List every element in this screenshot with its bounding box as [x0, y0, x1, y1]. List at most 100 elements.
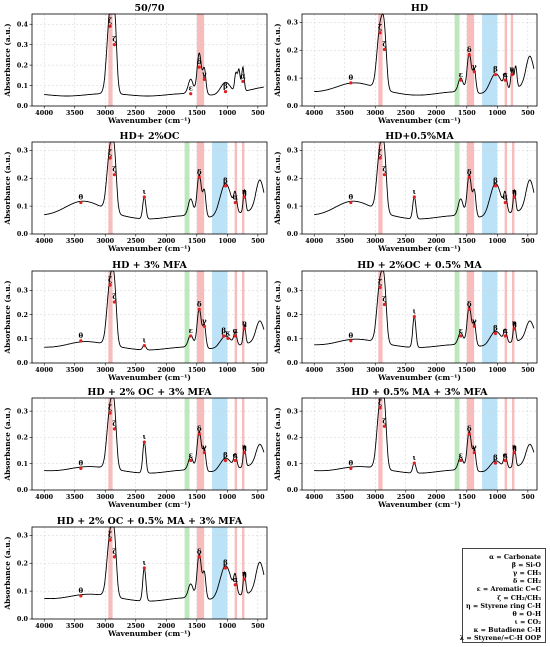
x-tick-label: 4000	[35, 622, 53, 630]
x-tick-label: 1500	[188, 237, 206, 245]
band	[504, 142, 508, 234]
x-tick-label: 2500	[127, 109, 145, 117]
x-tick-label: 2500	[127, 366, 145, 374]
peak-marker	[79, 339, 83, 343]
peak-marker	[202, 450, 206, 455]
peak-marker	[197, 307, 201, 311]
spectrum-line	[44, 13, 264, 97]
spectrum-line	[44, 141, 265, 220]
band	[454, 271, 460, 363]
x-tick-label: 3000	[96, 366, 114, 374]
y-tick-label: 0.4	[17, 20, 29, 28]
x-tick-label: 500	[521, 237, 535, 245]
peak-marker	[378, 156, 382, 160]
peak-label: ι	[413, 453, 417, 462]
x-tick-label: 3500	[336, 366, 354, 374]
peak-label: ε	[459, 70, 463, 79]
peak-marker	[378, 285, 382, 290]
panel-2: θ ζζ ε δγ βαη 4000 3500 3000 2500 2000 1500 1000 500…	[273, 3, 538, 125]
peak-label: θ	[78, 193, 83, 202]
peak-label: ι	[143, 558, 147, 567]
peak-label: η	[509, 65, 514, 74]
peak-label: β	[223, 558, 228, 567]
peak-marker	[197, 555, 201, 559]
peak-marker	[459, 458, 463, 463]
x-tick-label: 3500	[66, 493, 84, 501]
x-axis-label: Wavenumber (cm⁻¹)	[377, 244, 461, 253]
peak-label: δ	[467, 299, 472, 308]
x-tick-label: 4000	[305, 109, 323, 117]
peak-marker	[378, 31, 382, 35]
x-tick-label: 2500	[127, 237, 145, 245]
x-tick-label: 3500	[336, 237, 354, 245]
band	[482, 271, 498, 363]
peak-marker	[503, 200, 507, 205]
legend-entry: ε = Aromatic C=C	[476, 585, 541, 594]
legend-entry: θ = O-H	[512, 609, 541, 618]
peak-marker	[142, 566, 146, 570]
band	[482, 398, 498, 490]
peak-label: ζ	[382, 165, 386, 174]
peak-label: δ	[197, 299, 202, 308]
spectrum-line	[314, 270, 535, 348]
peak-marker	[467, 307, 471, 311]
x-tick-label: 500	[251, 237, 265, 245]
y-tick-label: 0.2	[287, 174, 298, 182]
x-tick-label: 3500	[336, 493, 354, 501]
y-axis-label: Absorbance (a.u.)	[3, 151, 12, 225]
band	[511, 142, 515, 234]
peak-label: ε	[189, 84, 193, 93]
x-axis-label: Wavenumber (cm⁻¹)	[107, 116, 191, 125]
peak-label: α	[503, 450, 509, 459]
peak-marker	[472, 324, 476, 328]
y-tick-label: 0.2	[17, 61, 28, 69]
y-tick-label: 0.3	[287, 147, 299, 155]
peak-marker	[467, 432, 471, 436]
peak-marker	[242, 327, 247, 331]
plot-frame	[301, 13, 538, 107]
peak-label: θ	[348, 73, 353, 82]
x-tick-label: 500	[251, 493, 265, 501]
x-tick-label: 1500	[458, 493, 476, 501]
peak-label: θ	[78, 586, 83, 595]
x-tick-label: 500	[521, 366, 535, 374]
y-axis-label: Absorbance (a.u.)	[273, 151, 282, 225]
band	[212, 271, 228, 363]
band	[504, 14, 508, 106]
peak-label: ζ	[112, 419, 116, 428]
peak-label: θ	[348, 193, 353, 202]
plot-frame	[31, 13, 268, 107]
peak-label: ζ	[112, 35, 116, 44]
x-tick-label: 1000	[218, 366, 236, 374]
legend: α = Carbonate β = Si-O γ = CH₃ δ = CH₂ ε = A…	[460, 548, 546, 643]
x-tick-label: 3000	[96, 493, 114, 501]
peak-label: γ	[202, 69, 207, 78]
panel-title: HD + 0.5% MA + 3% MFA	[351, 387, 488, 398]
peak-marker	[349, 339, 353, 343]
peak-label: ζ	[108, 148, 112, 157]
y-axis-label: Absorbance (a.u.)	[273, 407, 282, 481]
x-tick-label: 4000	[35, 109, 53, 117]
x-axis-label: Wavenumber (cm⁻¹)	[107, 244, 191, 253]
y-tick-label: 0.3	[17, 147, 29, 155]
legend-entry: α = Carbonate	[489, 553, 541, 561]
y-axis-label: Absorbance (a.u.)	[273, 23, 282, 97]
peak-marker	[459, 78, 463, 82]
y-tick-label: 0.3	[287, 19, 299, 27]
x-tick-label: 1000	[218, 237, 236, 245]
band	[378, 142, 383, 234]
x-tick-label: 4000	[35, 493, 53, 501]
y-tick-label: 0.1	[287, 202, 298, 210]
band	[108, 398, 113, 490]
peak-marker	[223, 458, 228, 463]
peak-marker	[412, 314, 416, 319]
peak-marker	[382, 302, 387, 307]
peak-marker	[112, 427, 117, 431]
peak-label: ι	[143, 187, 147, 196]
peak-label: θ	[78, 331, 83, 340]
peak-label: ζ	[378, 278, 382, 287]
peak-label: α	[503, 70, 509, 79]
peak-label: η	[512, 443, 517, 452]
peak-label: δ	[197, 424, 202, 433]
legend-entry: β = Si-O	[511, 561, 541, 570]
